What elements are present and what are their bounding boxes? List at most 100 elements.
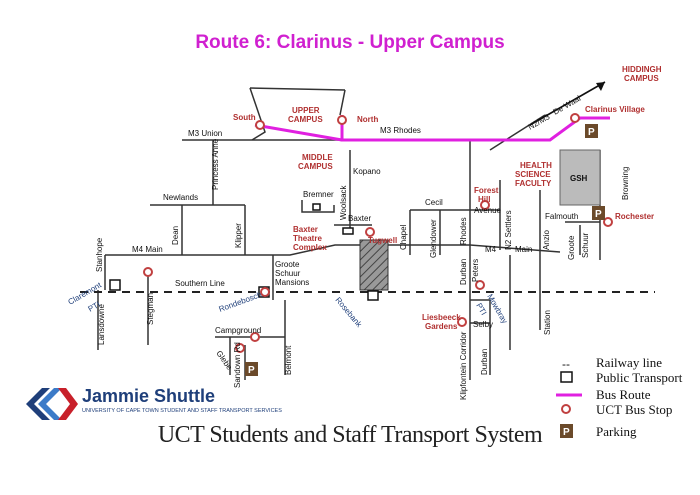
label-avenue: Avenue	[474, 206, 502, 215]
stop-tugwell	[365, 227, 375, 237]
road-upper-right	[339, 89, 346, 116]
bus-route	[254, 115, 610, 142]
gsh-block	[559, 149, 601, 206]
road-bremner-loop	[301, 200, 335, 213]
label-m4-main-left: M4 Main	[132, 245, 163, 254]
label-stegman: Stegman	[146, 293, 155, 325]
label-middle-campus: MIDDLE CAMPUS	[298, 153, 335, 171]
footer-title: UCT Students and Staff Transport System	[157, 422, 543, 448]
label-anzio: Anzio	[542, 229, 551, 250]
label-glendower: Glendower	[429, 219, 438, 258]
label-woolsack: Woolsack	[339, 184, 348, 220]
label-chapel: Chapel	[399, 224, 408, 250]
label-cecil: Cecil	[425, 198, 443, 207]
label-schuur-right: Schuur	[581, 232, 590, 258]
bt-1: Baxter	[293, 225, 318, 234]
label-n2-m3: N2/M3	[527, 112, 552, 132]
road-durban	[470, 299, 491, 375]
label-groote-schuur-mansions: Groote Schuur Mansions	[275, 260, 309, 287]
label-falmouth: Falmouth	[545, 212, 578, 221]
label-health-science: HEALTH SCIENCE FACULTY	[515, 161, 554, 188]
place-labels: South North UPPER CAMPUS MIDDLE CAMPUS H…	[233, 65, 662, 331]
brand-name: Jammie Shuttle	[82, 386, 216, 406]
fh-1: Forest	[474, 186, 499, 195]
jammie-shuttle-logo: Jammie Shuttle UNIVERSITY OF CAPE TOWN S…	[26, 384, 282, 424]
hs-3: FACULTY	[515, 179, 552, 188]
stop-south	[255, 120, 265, 130]
label-sandown: Sandown Rd	[233, 342, 242, 388]
gsh-building: GSH	[559, 149, 601, 206]
label-newlands: Newlands	[163, 193, 198, 202]
label-pti: PTI	[474, 302, 488, 317]
chevron-logo-icon	[26, 388, 78, 420]
label-baxter-theatre: Baxter Theatre Complex	[293, 225, 327, 252]
legend-stop: UCT Bus Stop	[596, 402, 673, 417]
brand-tagline: UNIVERSITY OF CAPE TOWN STUDENT AND STAF…	[82, 408, 282, 414]
stop-rondebosch	[260, 287, 270, 297]
road-upper-top	[249, 87, 346, 91]
label-stanhope: Stanhope	[95, 237, 104, 272]
label-m3-rhodes: M3 Rhodes	[380, 126, 421, 135]
label-durban-lower: Durban	[480, 349, 489, 375]
legend-transport-box	[560, 371, 573, 383]
de-waal-arrowhead	[596, 82, 605, 91]
stop-forest-hill	[480, 200, 490, 210]
label-klipfontein: Klipfontein Corridor	[459, 331, 468, 400]
de-waal-arrow	[529, 81, 606, 126]
stop-peters	[475, 280, 485, 290]
label-m4: M4	[485, 245, 497, 254]
rosebank-block	[359, 239, 389, 291]
label-bremner: Bremner	[303, 190, 334, 199]
parking-clarinus-p: P	[588, 127, 595, 138]
gsr-2: Schuur	[581, 232, 590, 258]
label-upper-campus: UPPER CAMPUS	[288, 106, 323, 124]
label-campground: Campground	[215, 326, 261, 335]
stop-north	[337, 115, 347, 125]
label-m3-union: M3 Union	[188, 129, 222, 138]
label-clarinus: Clarinus Village	[585, 105, 645, 114]
stop-campground	[250, 332, 260, 342]
stop-liesbeeck	[457, 317, 467, 327]
stop-rochester	[603, 217, 613, 227]
parking-signs: P P P	[245, 124, 605, 376]
uc-2: CAMPUS	[288, 115, 323, 124]
legend-parking-p: P	[563, 427, 570, 438]
pt-bremner	[312, 203, 321, 211]
lg-2: Gardens	[425, 322, 458, 331]
map-title: Route 6: Clarinus - Upper Campus	[195, 32, 505, 53]
label-north: North	[357, 115, 378, 124]
label-rochester: Rochester	[615, 212, 654, 221]
label-lansdowne: Lansdowne	[97, 304, 106, 345]
legend-symbols: -- P	[556, 357, 582, 438]
pt-rosebank	[367, 290, 379, 301]
label-station: Station	[543, 310, 552, 335]
label-dean: Dean	[171, 226, 180, 245]
pt-baxter	[342, 227, 354, 235]
label-groote-schuur-right: Groote	[567, 235, 576, 260]
label-main: Main	[515, 245, 532, 254]
legend-route: Bus Route	[596, 387, 651, 402]
label-southern-line: Southern Line	[175, 279, 225, 288]
label-glebe: Glebe	[214, 349, 234, 372]
fh-2: Hill	[478, 195, 490, 204]
label-rosebank: Rosebank	[333, 296, 364, 330]
label-selby: Selby	[473, 320, 493, 329]
legend-railway-symbol: --	[562, 357, 570, 371]
label-browning: Browning	[621, 167, 630, 200]
legend-stop-circle	[561, 404, 571, 414]
label-south: South	[233, 113, 256, 122]
label-baxter: Baxter	[348, 214, 371, 223]
legend-transport: Public Transport	[596, 370, 683, 385]
label-peters: Peters	[471, 259, 480, 282]
parking-gsh	[592, 206, 605, 220]
parking-gsh-p: P	[595, 209, 602, 220]
label-klipper: Klipper	[234, 223, 243, 248]
stop-sandown	[235, 343, 245, 353]
stop-clarinus	[570, 113, 580, 123]
mc-1: MIDDLE	[302, 153, 333, 162]
label-de-waal: De Waal	[552, 94, 583, 117]
uc-1: UPPER	[292, 106, 320, 115]
stop-stegman	[143, 267, 153, 277]
label-belmont: Belmont	[284, 345, 293, 375]
